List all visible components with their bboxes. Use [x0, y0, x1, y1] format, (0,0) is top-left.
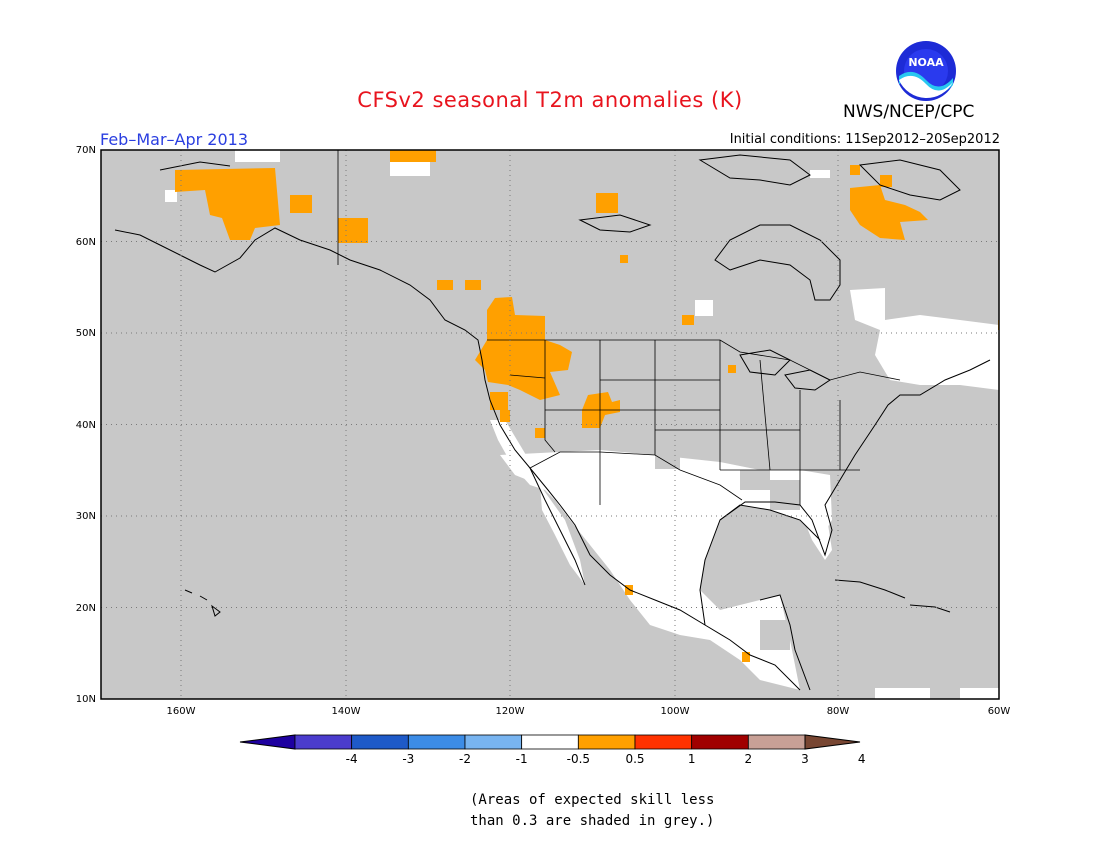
logo-text: NOAA — [908, 56, 944, 69]
colorbar-tick-label: -2 — [459, 752, 471, 766]
initial-conditions-label: Initial conditions: 11Sep2012–20Sep2012 — [729, 132, 1000, 147]
colorbar-tick-label: 3 — [801, 752, 809, 766]
map-panel-background — [101, 150, 999, 699]
colorbar-tick-label: -3 — [402, 752, 414, 766]
lon-label: 60W — [988, 706, 1011, 717]
lon-label: 160W — [167, 706, 196, 717]
colorbar-tick-label: -1 — [516, 752, 528, 766]
colorbar-segment — [691, 734, 749, 750]
skill-note-line: (Areas of expected skill less — [470, 792, 715, 808]
colorbar-tick-label: -4 — [346, 752, 358, 766]
lat-label: 20N — [76, 603, 96, 614]
lat-label: 30N — [76, 511, 96, 522]
colorbar-tick-label: 4 — [858, 752, 866, 766]
lon-label: 120W — [496, 706, 525, 717]
lat-label: 50N — [76, 328, 96, 339]
lat-label: 40N — [76, 420, 96, 431]
noaa-logo-icon: NOAA — [896, 41, 956, 101]
colorbar: -4 -3 -2 -1 -0.5 0.5 1 2 3 4 — [239, 734, 866, 766]
colorbar-segment — [577, 734, 636, 750]
colorbar-segment — [804, 734, 861, 750]
agency-label: NWS/NCEP/CPC — [843, 102, 975, 122]
skill-note-line: than 0.3 are shaded in grey.) — [470, 813, 715, 829]
colorbar-tick-label: 0.5 — [625, 752, 644, 766]
lon-label: 100W — [661, 706, 690, 717]
colorbar-segment — [521, 734, 579, 750]
colorbar-tick-label: 2 — [745, 752, 753, 766]
colorbar-segment — [294, 734, 353, 750]
lon-label: 140W — [332, 706, 361, 717]
colorbar-segment — [464, 734, 523, 750]
colorbar-tick-label: -0.5 — [567, 752, 590, 766]
skill-note: (Areas of expected skill less than 0.3 a… — [470, 790, 714, 832]
lon-label: 80W — [827, 706, 850, 717]
colorbar-tick-label: 1 — [688, 752, 696, 766]
map-frame — [100, 149, 1000, 700]
lat-label: 10N — [76, 694, 96, 705]
figure-title: CFSv2 seasonal T2m anomalies (K) — [357, 88, 743, 112]
coastlines — [114, 154, 991, 691]
lat-label: 70N — [76, 145, 96, 156]
colorbar-segment — [407, 734, 466, 750]
season-label: Feb–Mar–Apr 2013 — [100, 130, 248, 149]
colorbar-segment — [351, 734, 409, 750]
longitude-labels: 160W 140W 120W 100W 80W 60W — [167, 706, 1011, 717]
colorbar-segment — [239, 734, 296, 750]
latitude-labels: 70N 60N 50N 40N 30N 20N 10N — [76, 145, 96, 705]
neutral-anomaly-regions — [165, 150, 999, 699]
lat-label: 60N — [76, 237, 96, 248]
colorbar-segment — [634, 734, 693, 750]
political-borders — [337, 150, 901, 505]
colorbar-segment — [747, 734, 806, 750]
